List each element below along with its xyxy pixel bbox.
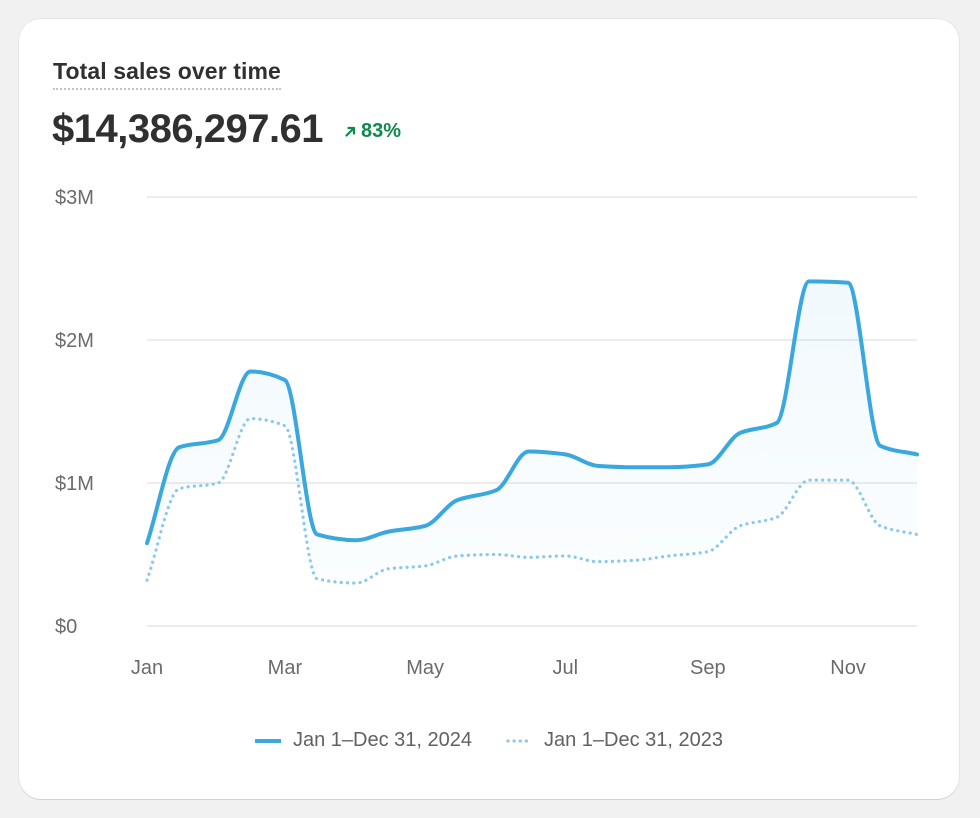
legend-label-previous: Jan 1–Dec 31, 2023 xyxy=(544,729,724,751)
data-point-2023[interactable] xyxy=(874,520,886,532)
data-point-2024[interactable] xyxy=(244,365,256,377)
data-point-2023[interactable] xyxy=(842,474,854,486)
data-point-2023[interactable] xyxy=(451,550,463,562)
legend-item-current[interactable]: Jan 1–Dec 31, 2024 xyxy=(254,729,472,752)
change-percent: 83% xyxy=(361,120,402,142)
data-point-2023[interactable] xyxy=(244,413,256,425)
data-point-2024[interactable] xyxy=(592,460,604,472)
data-point-2024[interactable] xyxy=(771,417,783,429)
data-point-2023[interactable] xyxy=(771,511,783,523)
y-tick-label: $0 xyxy=(55,616,77,638)
data-point-2023[interactable] xyxy=(911,528,923,540)
data-point-2024[interactable] xyxy=(842,277,854,289)
data-point-2023[interactable] xyxy=(490,549,502,561)
series-line-2023[interactable] xyxy=(145,417,919,585)
data-point-2024[interactable] xyxy=(212,434,224,446)
x-axis-labels: Jan Mar May Jul Sep Nov xyxy=(131,657,866,679)
data-point-2024[interactable] xyxy=(451,494,463,506)
data-point-2024[interactable] xyxy=(490,484,502,496)
data-point-2023[interactable] xyxy=(559,550,571,562)
legend-item-previous[interactable]: Jan 1–Dec 31, 2023 xyxy=(506,729,723,752)
data-point-2024[interactable] xyxy=(663,461,675,473)
card-title[interactable]: Total sales over time xyxy=(53,58,281,90)
y-tick-label: $2M xyxy=(55,330,94,352)
data-point-2023[interactable] xyxy=(702,546,714,558)
y-axis-labels: $0 $1M $2M $3M xyxy=(55,187,94,638)
arrow-up-right-icon xyxy=(344,125,357,138)
data-point-2024[interactable] xyxy=(734,427,746,439)
data-point-2023[interactable] xyxy=(419,560,431,572)
area-fill xyxy=(147,281,917,584)
total-sales-value: $14,386,297.61 xyxy=(52,107,324,151)
data-point-2024[interactable] xyxy=(631,461,643,473)
data-point-2024[interactable] xyxy=(141,537,153,549)
series-line-2024[interactable] xyxy=(145,279,919,546)
chart-legend: Jan 1–Dec 31, 2024 Jan 1–Dec 31, 2023 xyxy=(19,729,959,752)
data-point-2023[interactable] xyxy=(173,483,185,495)
data-point-2024[interactable] xyxy=(279,374,291,386)
data-point-2024[interactable] xyxy=(559,448,571,460)
x-tick-label: Sep xyxy=(690,657,726,679)
series-lines xyxy=(145,279,919,585)
solid-line-swatch-icon xyxy=(254,738,281,743)
data-point-2024[interactable] xyxy=(874,440,886,452)
x-tick-label: May xyxy=(406,657,444,679)
data-point-2024[interactable] xyxy=(702,458,714,470)
dotted-line-swatch-icon xyxy=(506,738,532,743)
data-point-2023[interactable] xyxy=(592,556,604,568)
x-tick-label: Jan xyxy=(131,657,163,679)
data-point-2023[interactable] xyxy=(279,420,291,432)
sales-card: Total sales over time $14,386,297.61 83%… xyxy=(19,19,959,799)
data-point-2024[interactable] xyxy=(382,526,394,538)
data-point-2023[interactable] xyxy=(212,477,224,489)
data-point-2023[interactable] xyxy=(803,474,815,486)
y-tick-label: $1M xyxy=(55,473,94,495)
x-tick-label: Jul xyxy=(553,657,579,679)
x-tick-label: Mar xyxy=(268,657,303,679)
data-point-2024[interactable] xyxy=(419,520,431,532)
data-point-2024[interactable] xyxy=(173,441,185,453)
series-area-fill xyxy=(147,281,917,584)
data-point-2023[interactable] xyxy=(523,551,535,563)
line-chart[interactable]: $0 $1M $2M $3M Jan Mar May Jul Sep Nov xyxy=(19,19,959,719)
change-indicator: 83% xyxy=(344,120,401,143)
data-point-2024[interactable] xyxy=(311,528,323,540)
data-point-2023[interactable] xyxy=(311,573,323,585)
data-point-2023[interactable] xyxy=(631,554,643,566)
data-point-2023[interactable] xyxy=(663,550,675,562)
data-point-2023[interactable] xyxy=(350,577,362,589)
y-tick-label: $3M xyxy=(55,187,94,209)
data-point-2024[interactable] xyxy=(911,448,923,460)
data-point-2023[interactable] xyxy=(382,563,394,575)
data-point-2024[interactable] xyxy=(350,534,362,546)
data-point-2023[interactable] xyxy=(734,520,746,532)
data-point-2024[interactable] xyxy=(523,446,535,458)
data-point-2024[interactable] xyxy=(803,275,815,287)
x-tick-label: Nov xyxy=(830,657,866,679)
data-point-2023[interactable] xyxy=(141,574,153,586)
legend-label-current: Jan 1–Dec 31, 2024 xyxy=(292,729,472,751)
